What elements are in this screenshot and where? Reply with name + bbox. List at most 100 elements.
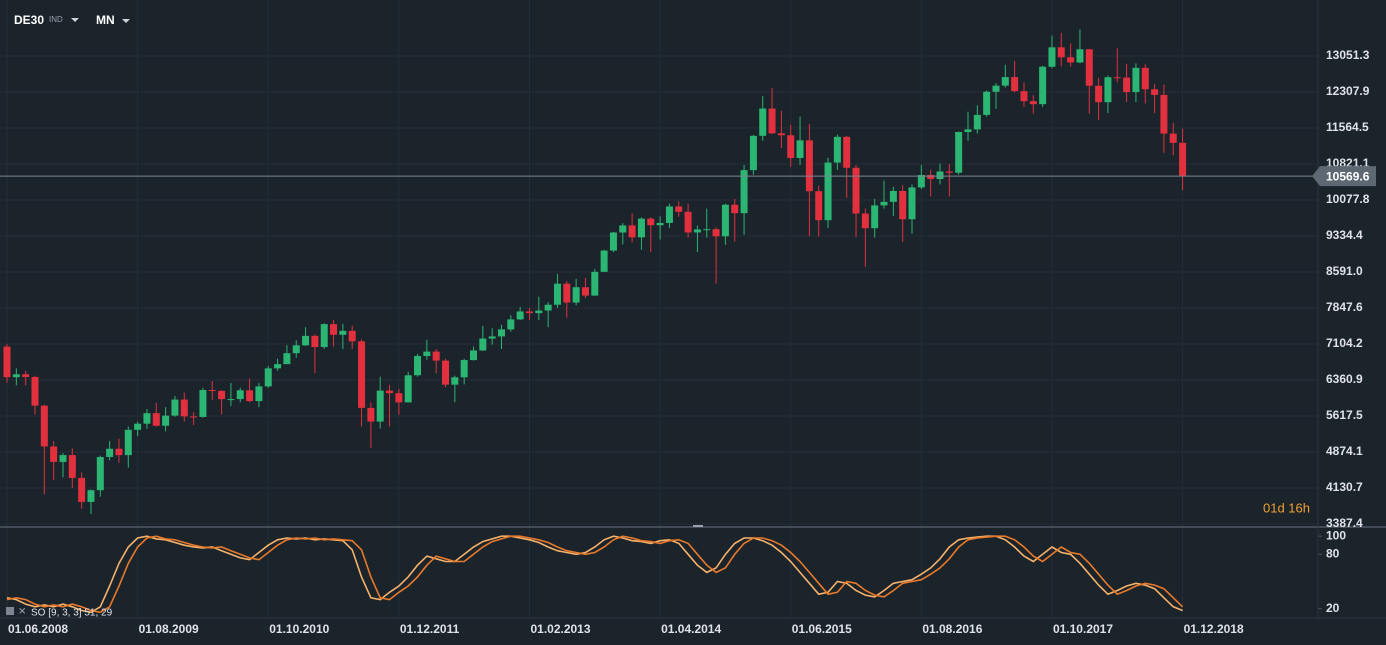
candle-body xyxy=(927,175,935,179)
x-tick-label: 01.08.2016 xyxy=(922,622,982,636)
candle-body xyxy=(740,170,748,214)
candle-body xyxy=(675,206,683,212)
candle-body xyxy=(1067,57,1075,63)
candle-body xyxy=(815,191,823,221)
y-tick-label: 5617.5 xyxy=(1326,408,1363,422)
candle-body xyxy=(861,213,869,229)
candle-body xyxy=(796,140,804,158)
candle-body xyxy=(283,353,291,365)
candle-body xyxy=(936,171,944,179)
candle-body xyxy=(208,389,216,391)
candle-body xyxy=(227,399,235,401)
current-price-label: 10569.6 xyxy=(1326,169,1370,183)
candle-body xyxy=(525,311,533,314)
candle-body xyxy=(218,390,226,400)
candle-body xyxy=(955,132,963,173)
candle-body xyxy=(553,283,561,305)
candle-body xyxy=(843,136,851,168)
symbol[interactable]: DE30 xyxy=(14,13,44,27)
candle-body xyxy=(68,455,76,478)
indicator-settings-icon[interactable] xyxy=(6,607,14,615)
candle-body xyxy=(777,133,785,136)
candle-body xyxy=(731,204,739,214)
candle-body xyxy=(414,355,422,376)
candle-body xyxy=(507,319,515,330)
candle-body xyxy=(983,91,991,115)
candle-body xyxy=(302,335,310,346)
oscillator-line xyxy=(6,535,1184,614)
candle-body xyxy=(236,390,244,400)
candle-body xyxy=(358,341,366,408)
x-tick-label: 01.10.2017 xyxy=(1053,622,1113,636)
candle-body xyxy=(572,287,580,303)
candle-countdown: 01d 16h xyxy=(1263,500,1310,515)
candle-body xyxy=(292,345,300,354)
candle-body xyxy=(50,446,58,462)
symbol-dropdown[interactable] xyxy=(71,18,79,22)
candle-body xyxy=(451,377,459,385)
y-tick-label: 8591.0 xyxy=(1326,264,1363,278)
pane-resize-handle[interactable] xyxy=(693,525,703,527)
timeframe[interactable]: MN xyxy=(96,13,115,27)
candle-body xyxy=(833,136,841,163)
y-tick-label: 12307.9 xyxy=(1326,84,1370,98)
x-tick-label: 01.10.2010 xyxy=(269,622,329,636)
y-tick-label: 3387.4 xyxy=(1326,516,1363,530)
candle-body xyxy=(703,229,711,231)
candle-body xyxy=(432,351,440,361)
candle-body xyxy=(600,250,608,272)
y-tick-label: 4874.1 xyxy=(1326,444,1363,458)
y-tick-label: 13051.3 xyxy=(1326,48,1370,62)
candle-body xyxy=(1132,67,1140,93)
candle-body xyxy=(535,310,543,314)
candle-body xyxy=(787,135,795,158)
instrument-type: IND xyxy=(49,15,63,24)
candle-body xyxy=(264,368,272,387)
indicator-legend: SO [9, 3, 3] 51, 29 xyxy=(31,608,113,619)
candle-body xyxy=(665,206,673,223)
candle-body xyxy=(619,225,627,233)
current-price-tag xyxy=(1312,166,1376,187)
candle-body xyxy=(1020,91,1028,102)
candle-body xyxy=(395,393,403,403)
candle-body xyxy=(96,457,104,491)
candle-body xyxy=(143,413,151,424)
candle-body xyxy=(749,135,757,171)
x-tick-label: 01.04.2014 xyxy=(661,622,721,636)
candle-body xyxy=(162,415,170,426)
y-tick-label: 7104.2 xyxy=(1326,336,1363,350)
candle-body xyxy=(22,374,30,378)
candle-body xyxy=(404,375,412,403)
candle-body xyxy=(442,360,450,385)
y-tick-label: 100 xyxy=(1326,528,1346,542)
candle-body xyxy=(1113,77,1121,79)
candle-body xyxy=(367,407,375,422)
candle-body xyxy=(1123,77,1131,93)
candle-body xyxy=(805,140,813,192)
candle-body xyxy=(488,336,496,339)
candle-body xyxy=(684,211,692,233)
y-tick-label: 20 xyxy=(1326,601,1340,615)
candle-body xyxy=(880,201,888,206)
oscillator-line xyxy=(6,535,1183,614)
y-tick-label: 7847.6 xyxy=(1326,300,1363,314)
candle-body xyxy=(824,162,832,221)
indicator-close-icon[interactable]: ✕ xyxy=(18,607,26,618)
candle-body xyxy=(3,346,11,378)
candle-body xyxy=(134,423,142,430)
candle-body xyxy=(330,324,338,335)
candle-body xyxy=(40,405,48,447)
candle-body xyxy=(899,191,907,220)
candle-body xyxy=(320,324,328,348)
candle-body xyxy=(115,448,123,456)
candle-body xyxy=(180,399,188,417)
candle-body xyxy=(721,204,729,237)
candle-body xyxy=(376,390,384,422)
x-tick-label: 01.06.2008 xyxy=(8,622,68,636)
candle-body xyxy=(1085,49,1093,86)
candle-body xyxy=(59,455,67,462)
timeframe-dropdown[interactable] xyxy=(122,19,130,23)
candle-body xyxy=(759,108,767,136)
candle-body xyxy=(12,374,20,378)
